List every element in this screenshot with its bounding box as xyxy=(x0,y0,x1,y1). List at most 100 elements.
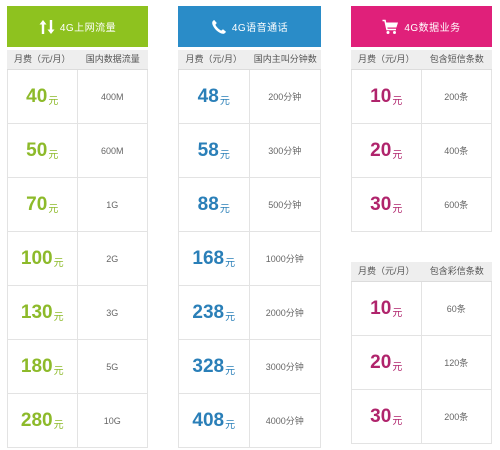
amount-cell: 400条 xyxy=(444,146,469,156)
sms-plan-title: 4G数据业务 xyxy=(404,23,461,34)
price-value: 280 xyxy=(20,409,53,431)
price-cell: 280 元 xyxy=(8,394,78,447)
price-value: 20 xyxy=(370,139,392,161)
plan-row: 408 元 4000分钟 xyxy=(178,394,321,448)
amount-cell: 600条 xyxy=(444,200,469,210)
price-column-header: 月费（元/月） xyxy=(357,266,415,276)
price-unit: 元 xyxy=(392,96,403,107)
plan-row: 30 元 200条 xyxy=(351,390,492,444)
price-unit: 元 xyxy=(225,312,236,323)
price-value: 30 xyxy=(370,193,392,215)
mms-plan-panel: 月费（元/月） 包含彩信条数 10 元 60条 20 元 120条 30 元 200条 xyxy=(351,262,492,444)
price-unit: 元 xyxy=(48,150,59,161)
price-cell: 180 元 xyxy=(8,340,78,393)
price-value: 88 xyxy=(197,193,219,215)
amount-cell: 10G xyxy=(103,415,121,426)
plan-row: 328 元 3000分钟 xyxy=(178,340,321,394)
price-column-header: 月费（元/月） xyxy=(185,54,242,64)
amount-cell: 200条 xyxy=(444,92,469,102)
amount-cell: 600M xyxy=(100,145,124,156)
plan-row: 20 元 120条 xyxy=(351,336,492,390)
amount-cell: 5G xyxy=(106,361,119,372)
mms-plan-header: 月费（元/月） 包含彩信条数 xyxy=(351,262,492,282)
plan-row: 48 元 200分钟 xyxy=(178,70,321,124)
price-cell: 408 元 xyxy=(179,394,250,447)
price-unit: 元 xyxy=(53,312,64,323)
price-value: 20 xyxy=(370,351,392,373)
price-value: 238 xyxy=(192,301,225,323)
amount-cell: 2G xyxy=(106,253,119,264)
plan-row: 70 元 1G xyxy=(7,178,148,232)
sms-plan-rows: 10 元 200条 20 元 400条 30 元 600条 xyxy=(351,70,492,232)
price-cell: 328 元 xyxy=(179,340,250,393)
price-unit: 元 xyxy=(48,204,59,215)
amount-cell: 120条 xyxy=(444,358,469,368)
data-plan-header: 月费（元/月） 国内数据流量 xyxy=(7,50,148,70)
amount-column-header: 国内主叫分钟数 xyxy=(253,54,317,64)
price-column-header: 月费（元/月） xyxy=(357,54,415,64)
shopping-cart-icon xyxy=(382,19,399,35)
sms-plan-banner: 4G数据业务 xyxy=(351,6,492,47)
price-unit: 元 xyxy=(48,96,59,107)
amount-column-header: 国内数据流量 xyxy=(85,54,140,64)
price-unit: 元 xyxy=(392,204,403,215)
price-value: 10 xyxy=(370,85,392,107)
price-cell: 168 元 xyxy=(179,232,250,285)
price-unit: 元 xyxy=(392,308,403,319)
price-value: 408 xyxy=(192,409,225,431)
amount-cell: 2000分钟 xyxy=(265,308,304,318)
phone-icon xyxy=(211,19,227,35)
price-cell: 50 元 xyxy=(8,124,78,177)
price-value: 100 xyxy=(20,247,53,269)
price-cell: 100 元 xyxy=(8,232,78,285)
price-unit: 元 xyxy=(392,150,403,161)
plan-row: 10 元 200条 xyxy=(351,70,492,124)
price-unit: 元 xyxy=(53,420,64,431)
price-unit: 元 xyxy=(392,416,403,427)
price-unit: 元 xyxy=(392,362,403,373)
price-value: 50 xyxy=(26,139,48,161)
price-value: 168 xyxy=(192,247,225,269)
amount-cell: 1G xyxy=(106,199,119,210)
price-unit: 元 xyxy=(53,366,64,377)
data-plan-title: 4G上网流量 xyxy=(59,23,117,34)
price-cell: 40 元 xyxy=(8,70,78,123)
plan-row: 280 元 10G xyxy=(7,394,148,448)
up-down-arrows-icon xyxy=(39,19,55,35)
plan-row: 58 元 300分钟 xyxy=(178,124,321,178)
amount-cell: 200分钟 xyxy=(268,92,302,102)
data-plan-banner: 4G上网流量 xyxy=(7,6,148,47)
price-unit: 元 xyxy=(219,204,230,215)
voice-plan-panel: 4G语音通话 月费（元/月） 国内主叫分钟数 48 元 200分钟 58 元 300分钟 8… xyxy=(178,6,321,448)
price-value: 70 xyxy=(26,193,48,215)
price-unit: 元 xyxy=(219,96,230,107)
plan-row: 130 元 3G xyxy=(7,286,148,340)
amount-cell: 200条 xyxy=(444,412,469,422)
price-cell: 10 元 xyxy=(352,282,422,335)
price-cell: 88 元 xyxy=(179,178,250,231)
price-unit: 元 xyxy=(53,258,64,269)
price-value: 30 xyxy=(370,405,392,427)
amount-cell: 3000分钟 xyxy=(265,362,304,372)
price-column-header: 月费（元/月） xyxy=(13,54,71,64)
mms-plan-rows: 10 元 60条 20 元 120条 30 元 200条 xyxy=(351,282,492,444)
plan-row: 88 元 500分钟 xyxy=(178,178,321,232)
price-cell: 30 元 xyxy=(352,390,422,443)
price-value: 180 xyxy=(20,355,53,377)
price-value: 130 xyxy=(20,301,53,323)
plan-row: 168 元 1000分钟 xyxy=(178,232,321,286)
sms-plan-panel: 4G数据业务 月费（元/月） 包含短信条数 10 元 200条 20 元 400条 30 元 6… xyxy=(351,6,492,232)
sms-plan-header: 月费（元/月） 包含短信条数 xyxy=(351,50,492,70)
amount-column-header: 包含彩信条数 xyxy=(429,266,484,276)
amount-cell: 4000分钟 xyxy=(265,416,304,426)
amount-column-header: 包含短信条数 xyxy=(429,54,484,64)
price-unit: 元 xyxy=(225,366,236,377)
price-cell: 20 元 xyxy=(352,336,422,389)
plan-row: 10 元 60条 xyxy=(351,282,492,336)
plan-row: 100 元 2G xyxy=(7,232,148,286)
amount-cell: 500分钟 xyxy=(268,200,302,210)
price-value: 40 xyxy=(26,85,48,107)
voice-plan-header: 月费（元/月） 国内主叫分钟数 xyxy=(178,50,321,70)
data-plan-panel: 4G上网流量 月费（元/月） 国内数据流量 40 元 400M 50 元 600M 70 元 1… xyxy=(7,6,148,448)
price-cell: 130 元 xyxy=(8,286,78,339)
